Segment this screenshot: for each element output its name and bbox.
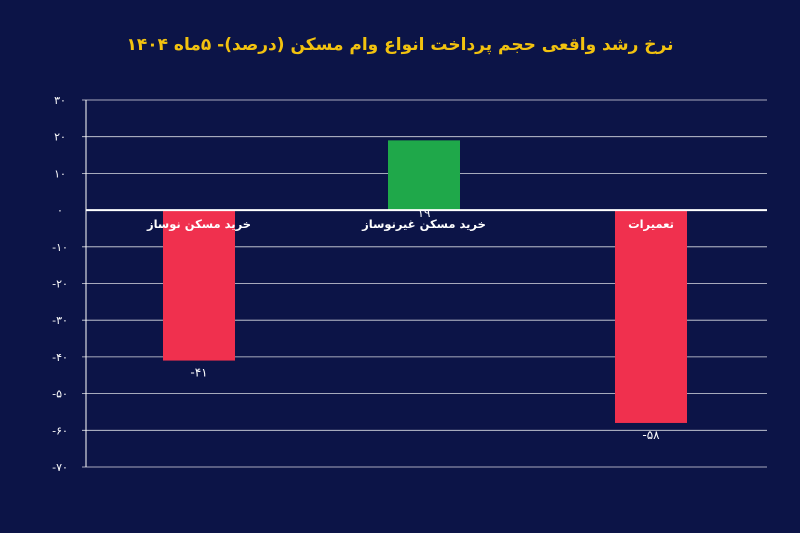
y-tick-label: -۵۰: [52, 388, 68, 401]
bars: [163, 140, 687, 423]
chart-title: نرخ رشد واقعی حجم پرداخت انواع وام مسکن …: [126, 35, 673, 55]
y-tick-label: -۴۰: [52, 351, 68, 364]
y-tick-label: ۳۰: [54, 94, 66, 107]
data-label: -۴۱: [190, 366, 207, 380]
bar: [388, 140, 460, 211]
y-axis-ticks: ۳۰ ۲۰ ۱۰ ۰ -۱۰ -۲۰ -۳۰ -۴۰ -۵۰ -۶۰ -۷۰: [52, 94, 68, 474]
data-label: -۵۸: [642, 428, 660, 442]
bar: [163, 210, 235, 361]
y-tick-label: -۶۰: [52, 424, 68, 437]
y-tick-label: -۳۰: [52, 314, 68, 327]
y-tick-label: -۷۰: [52, 461, 68, 474]
y-tick-label: ۰: [57, 204, 63, 217]
category-label: خرید مسکن نوساز: [146, 217, 251, 232]
y-tick-label: -۱۰: [52, 241, 68, 254]
bar: [615, 210, 687, 423]
y-tick-label: -۲۰: [52, 278, 68, 291]
category-label: تعمیرات: [628, 217, 674, 231]
y-tick-label: ۲۰: [54, 131, 66, 144]
y-tick-label: ۱۰: [54, 167, 66, 180]
data-label: ۱۹: [418, 206, 431, 220]
category-label: خرید مسکن غیرنوساز: [361, 217, 486, 232]
